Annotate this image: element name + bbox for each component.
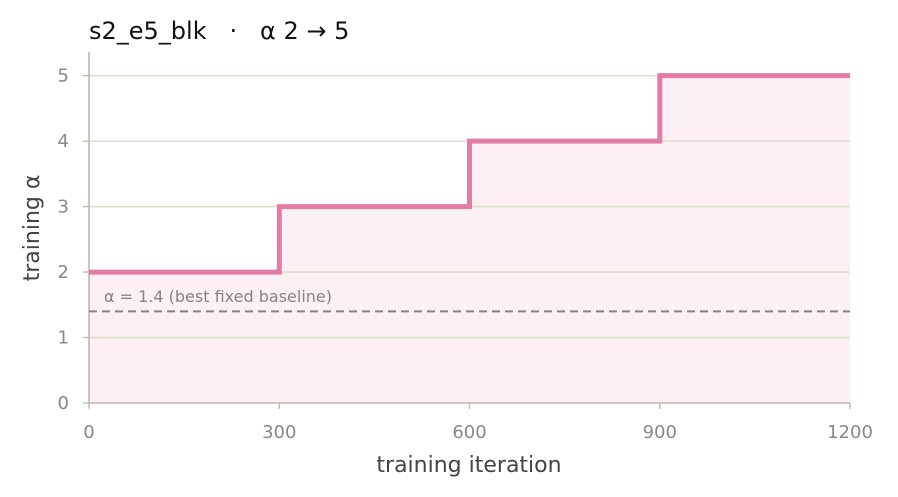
series-layer bbox=[88, 73, 851, 275]
baseline-label: α = 1.4 (best fixed baseline) bbox=[104, 287, 332, 306]
x-axis-title: training iteration bbox=[376, 453, 561, 478]
x-tick-label-1: 300 bbox=[262, 422, 296, 443]
y-tick-label-5: 5 bbox=[58, 66, 69, 87]
series-area-fill bbox=[89, 75, 850, 403]
x-tick-label-4: 1200 bbox=[827, 422, 873, 443]
y-tick-label-1: 1 bbox=[58, 328, 69, 349]
axes-layer bbox=[83, 52, 851, 409]
text-layer: s2_e5_blk · α 2 → 5 training iteration t… bbox=[20, 17, 873, 478]
y-tick-label-3: 3 bbox=[58, 197, 69, 218]
y-tick-label-4: 4 bbox=[58, 131, 69, 152]
x-tick-label-2: 600 bbox=[452, 422, 486, 443]
chart-title: s2_e5_blk · α 2 → 5 bbox=[89, 17, 349, 45]
y-tick-label-2: 2 bbox=[58, 262, 69, 283]
y-axis-title: training α bbox=[20, 175, 45, 282]
y-tick-label-0: 0 bbox=[58, 393, 69, 414]
series-step-line bbox=[89, 73, 850, 275]
x-tick-label-0: 0 bbox=[83, 422, 94, 443]
fill-layer bbox=[89, 75, 850, 403]
x-tick-label-3: 900 bbox=[643, 422, 677, 443]
